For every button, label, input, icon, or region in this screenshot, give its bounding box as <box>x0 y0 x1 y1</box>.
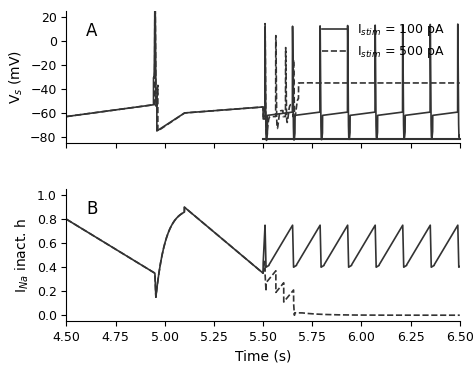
I$_{stim}$ = 500 pA <box>64 114 69 119</box>
Y-axis label: V$_s$ (mV): V$_s$ (mV) <box>7 50 25 104</box>
I$_{stim}$ = 100 pA <box>64 114 69 119</box>
I$_{stim}$ = 100 pA <box>275 112 281 116</box>
I$_{stim}$ = 100 pA <box>428 101 434 105</box>
I$_{stim}$ = 500 pA <box>346 81 351 85</box>
I$_{stim}$ = 500 pA <box>109 108 115 112</box>
I$_{stim}$ = 100 pA <box>457 133 463 137</box>
I$_{stim}$ = 500 pA <box>428 81 434 85</box>
I$_{stim}$ = 500 pA <box>275 125 281 129</box>
Line: I$_{stim}$ = 500 pA: I$_{stim}$ = 500 pA <box>66 0 460 134</box>
Y-axis label: I$_{Na}$ inact. h: I$_{Na}$ inact. h <box>14 218 31 293</box>
I$_{stim}$ = 100 pA <box>346 88 351 92</box>
I$_{stim}$ = 500 pA <box>264 132 269 137</box>
Text: A: A <box>86 22 97 39</box>
Line: I$_{stim}$ = 100 pA: I$_{stim}$ = 100 pA <box>66 0 460 141</box>
X-axis label: Time (s): Time (s) <box>235 349 291 364</box>
I$_{stim}$ = 500 pA <box>385 81 391 85</box>
I$_{stim}$ = 100 pA <box>109 108 115 112</box>
Legend: I$_{stim}$ = 100 pA, I$_{stim}$ = 500 pA: I$_{stim}$ = 100 pA, I$_{stim}$ = 500 pA <box>317 17 450 65</box>
Text: B: B <box>86 200 97 218</box>
I$_{stim}$ = 500 pA <box>270 114 276 119</box>
I$_{stim}$ = 100 pA <box>264 138 269 143</box>
I$_{stim}$ = 100 pA <box>385 112 391 116</box>
I$_{stim}$ = 500 pA <box>457 81 463 85</box>
I$_{stim}$ = 100 pA <box>270 112 276 117</box>
